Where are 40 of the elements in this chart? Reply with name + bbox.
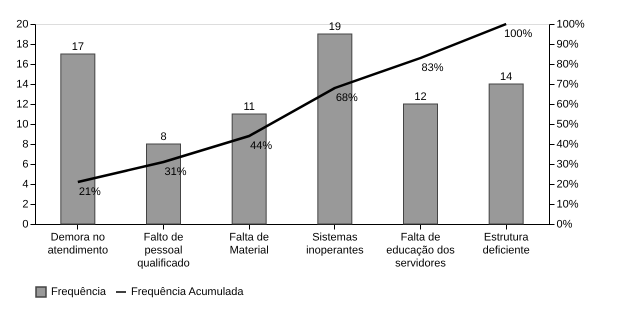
- y2-tick-label: 10%: [556, 198, 579, 210]
- y2-tick-label: 70%: [556, 78, 579, 90]
- data-label: 12: [414, 91, 427, 103]
- x-tick-label: Falto de pessoal qualificado: [137, 232, 190, 270]
- bar: [403, 104, 438, 224]
- y2-tick-label: 80%: [556, 58, 579, 70]
- legend-label: Frequência Acumulada: [131, 286, 244, 298]
- data-label: 83%: [421, 62, 444, 74]
- data-label: 11: [243, 101, 255, 113]
- x-tick-label: Falta de Material: [229, 232, 270, 256]
- y-tick-label: 2: [22, 198, 28, 210]
- y-tick-label: 6: [22, 158, 28, 170]
- y2-tick-label: 50%: [556, 118, 579, 130]
- data-label: 8: [160, 131, 167, 143]
- y-tick-label: 16: [16, 58, 28, 70]
- y-tick-label: 10: [16, 118, 28, 130]
- legend-label: Frequência: [51, 286, 107, 298]
- y2-tick-label: 30%: [556, 158, 579, 170]
- y2-tick-label: 0%: [556, 218, 573, 230]
- data-label: 14: [500, 71, 512, 83]
- x-tick-label: Sistemas inoperantes: [306, 232, 364, 256]
- data-label: 100%: [504, 28, 532, 40]
- y-tick-label: 18: [16, 38, 28, 50]
- x-tick-label: Estrutura deficiente: [482, 232, 530, 256]
- y-tick-label: 0: [22, 218, 28, 230]
- data-label: 17: [72, 41, 84, 53]
- y-tick-label: 8: [22, 138, 28, 150]
- y-tick-label: 14: [16, 78, 28, 90]
- y2-tick-label: 20%: [556, 178, 579, 190]
- x-tick-label: Demora no atendimento: [48, 232, 108, 256]
- y2-tick-label: 100%: [556, 18, 585, 30]
- y2-tick-label: 40%: [556, 138, 579, 150]
- y-tick-label: 4: [22, 178, 28, 190]
- y-tick-label: 20: [16, 18, 28, 30]
- bar: [488, 84, 524, 224]
- y2-tick-label: 90%: [556, 38, 579, 50]
- x-tick-label: Falta de educação dos servidores: [386, 232, 456, 270]
- y2-tick-label: 60%: [556, 98, 579, 110]
- data-label: 19: [328, 21, 341, 33]
- y-tick-label: 12: [16, 98, 28, 110]
